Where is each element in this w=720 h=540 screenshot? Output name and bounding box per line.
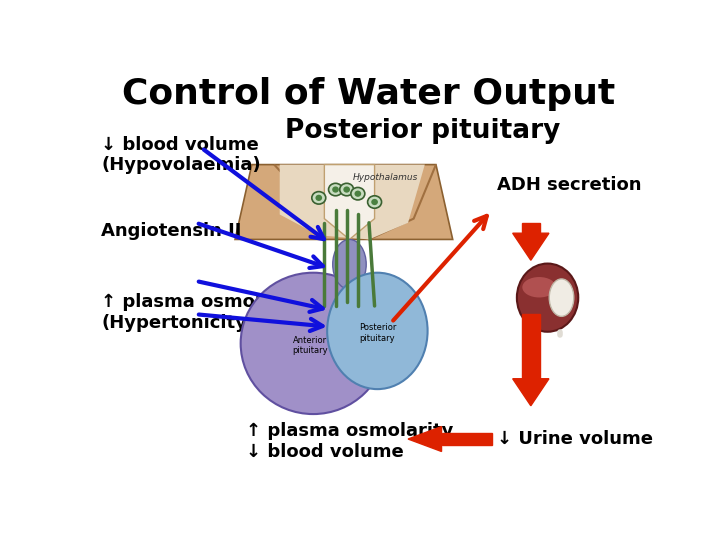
Ellipse shape [522,277,556,298]
Polygon shape [441,433,492,446]
Text: Posterior pituitary: Posterior pituitary [285,118,561,144]
Text: Control of Water Output: Control of Water Output [122,77,616,111]
Polygon shape [324,165,374,239]
Ellipse shape [517,264,578,332]
Polygon shape [280,165,425,239]
Text: Hypothalamus: Hypothalamus [353,173,418,181]
Text: ↓ Urine volume: ↓ Urine volume [498,430,653,448]
Ellipse shape [328,183,343,196]
Text: ↓ blood volume
(Hypovolaemia): ↓ blood volume (Hypovolaemia) [101,136,261,174]
Polygon shape [522,314,540,379]
Polygon shape [235,165,453,239]
Ellipse shape [354,191,361,197]
Ellipse shape [315,195,322,201]
Ellipse shape [240,273,386,414]
Ellipse shape [372,199,378,205]
Ellipse shape [549,279,574,316]
Ellipse shape [332,186,339,193]
Ellipse shape [312,192,325,204]
Text: Posterior
pituitary: Posterior pituitary [359,323,396,343]
Polygon shape [513,379,549,406]
Text: ADH secretion: ADH secretion [498,177,642,194]
Ellipse shape [343,186,350,193]
Ellipse shape [351,187,365,200]
Ellipse shape [368,196,382,208]
Polygon shape [513,233,549,260]
Text: Anterior
pituitary: Anterior pituitary [292,336,328,355]
Polygon shape [408,427,441,451]
Text: ↑ plasma osmolarity
↓ blood volume: ↑ plasma osmolarity ↓ blood volume [246,422,454,461]
Ellipse shape [327,273,428,389]
Ellipse shape [333,239,366,289]
Ellipse shape [340,183,354,196]
Text: ↑ plasma osmolarity
(Hypertonicity): ↑ plasma osmolarity (Hypertonicity) [101,294,309,332]
Text: Angiotensin II: Angiotensin II [101,222,241,240]
Polygon shape [522,223,540,233]
